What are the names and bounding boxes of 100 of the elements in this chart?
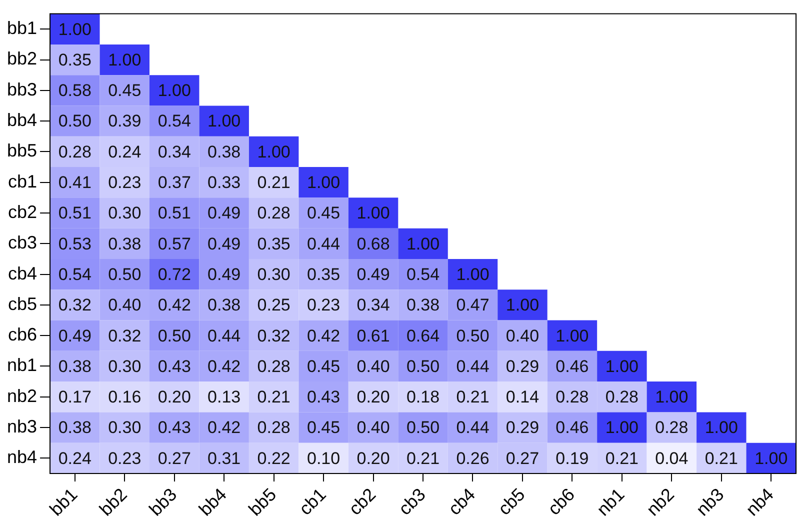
data-label: 0.38	[406, 296, 440, 315]
data-label: 0.43	[158, 356, 191, 376]
data-label: 0.46	[556, 356, 589, 376]
y-tick-label: nb3	[6, 416, 38, 436]
data-label: 0.24	[58, 448, 92, 468]
data-label: 0.32	[58, 296, 92, 315]
data-label: 0.04	[655, 448, 688, 468]
data-label: 0.30	[108, 418, 142, 438]
data-label: 0.28	[257, 204, 290, 223]
data-label: 0.38	[58, 418, 92, 438]
data-label: 0.30	[108, 356, 142, 376]
x-tick-label: bb5	[244, 484, 280, 520]
data-label: 0.27	[506, 448, 540, 468]
data-label: 0.21	[704, 448, 738, 468]
data-label: 0.38	[58, 356, 92, 376]
data-label: 0.51	[58, 204, 92, 223]
y-tick-label: cb4	[8, 263, 38, 284]
data-label: 0.50	[456, 326, 490, 346]
y-tick-label: cb5	[8, 294, 38, 314]
data-label: 0.58	[58, 81, 92, 100]
data-label: 0.43	[307, 388, 340, 407]
x-tick-label: nb2	[642, 484, 678, 520]
data-label: 0.21	[257, 388, 290, 407]
data-label: 1.00	[556, 326, 589, 346]
data-label: 0.31	[208, 448, 241, 468]
data-label: 0.50	[158, 326, 191, 346]
data-label: 0.34	[158, 142, 191, 162]
y-tick-label: cb1	[8, 171, 38, 192]
data-label: 0.27	[158, 448, 191, 468]
data-label: 0.23	[108, 448, 142, 468]
data-label: 0.16	[108, 388, 142, 407]
data-label: 0.29	[506, 418, 540, 438]
data-label: 0.19	[556, 448, 589, 468]
data-label: 0.49	[58, 326, 92, 346]
x-tick-label: nb1	[592, 484, 628, 520]
data-label: 0.40	[108, 296, 142, 315]
data-label: 0.24	[108, 142, 142, 162]
data-label: 0.38	[208, 142, 241, 162]
data-label: 0.23	[307, 296, 340, 315]
data-label: 0.23	[108, 173, 142, 192]
y-tick-label: bb3	[6, 79, 38, 100]
data-label: 0.14	[506, 388, 540, 407]
data-label: 0.47	[456, 296, 490, 315]
data-label: 0.61	[356, 326, 390, 346]
data-label: 0.44	[456, 356, 490, 376]
data-label: 0.33	[208, 173, 241, 192]
data-label: 1.00	[208, 112, 241, 131]
data-label: 0.45	[307, 356, 340, 376]
data-label: 0.20	[356, 388, 390, 407]
data-label: 0.21	[257, 173, 290, 192]
data-label: 0.50	[406, 356, 440, 376]
data-label: 0.26	[456, 448, 490, 468]
y-tick-label: cb3	[8, 232, 38, 253]
data-label: 0.46	[556, 418, 589, 438]
data-label: 0.28	[556, 388, 589, 407]
x-tick-label: cb5	[494, 484, 529, 519]
data-label: 0.20	[158, 388, 191, 407]
data-label: 0.54	[158, 112, 191, 131]
data-label: 0.28	[257, 356, 290, 376]
data-label: 1.00	[605, 356, 638, 376]
x-tick-label: cb2	[344, 484, 380, 519]
x-tick-label: bb2	[96, 484, 131, 520]
data-label: 0.43	[158, 418, 191, 438]
data-label: 0.21	[456, 388, 490, 407]
x-tick-label: nb4	[742, 484, 778, 520]
data-label: 1.00	[605, 418, 638, 438]
data-label: 0.35	[257, 234, 290, 254]
data-label: 0.64	[406, 326, 440, 346]
data-label: 0.50	[108, 264, 142, 284]
data-label: 0.34	[356, 296, 390, 315]
data-label: 0.44	[208, 326, 241, 346]
data-label: 0.29	[506, 356, 540, 376]
data-label: 1.00	[456, 264, 490, 284]
data-label: 1.00	[506, 296, 540, 315]
y-tick-label: nb1	[6, 355, 38, 376]
data-label: 0.49	[208, 264, 241, 284]
data-label: 0.44	[307, 234, 340, 254]
data-label: 0.38	[108, 234, 142, 254]
data-label: 1.00	[108, 50, 142, 70]
x-tick-label: nb3	[692, 484, 728, 520]
data-label: 0.35	[307, 264, 340, 284]
data-label: 0.72	[158, 264, 191, 284]
data-label: 0.39	[108, 112, 142, 131]
y-tick-label: cb2	[8, 202, 38, 222]
data-label: 0.50	[406, 418, 440, 438]
data-label: 0.21	[406, 448, 440, 468]
data-label: 0.28	[605, 388, 638, 407]
data-label: 0.53	[58, 234, 92, 254]
data-label: 0.51	[158, 204, 191, 223]
x-tick-label: cb4	[444, 484, 480, 519]
data-label: 0.54	[406, 264, 440, 284]
data-label: 1.00	[655, 388, 688, 407]
data-label: 0.42	[307, 326, 340, 346]
data-label: 1.00	[704, 418, 738, 438]
data-label: 0.57	[158, 234, 191, 254]
data-label: 0.49	[356, 264, 390, 284]
data-label: 0.54	[58, 264, 92, 284]
x-tick-label: cb6	[544, 484, 579, 519]
data-label: 0.10	[307, 448, 340, 468]
data-label: 1.00	[307, 173, 340, 192]
